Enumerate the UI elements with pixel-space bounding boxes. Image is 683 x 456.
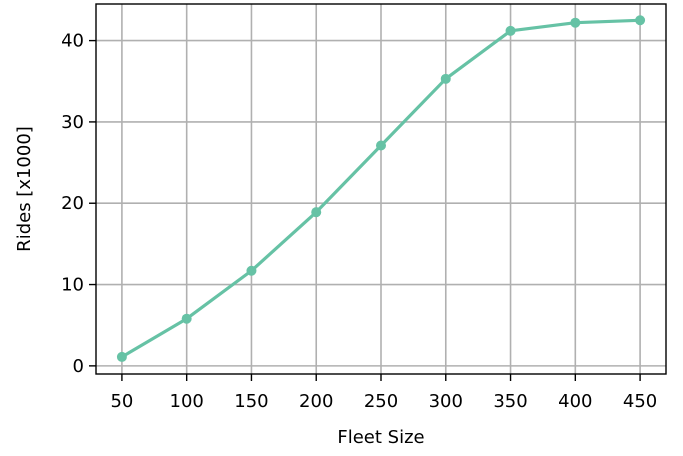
data-point <box>505 25 516 36</box>
y-axis-label: Rides [x1000] <box>14 126 35 252</box>
x-tick-label: 300 <box>429 391 463 412</box>
series-layer <box>116 15 646 362</box>
y-tick-label: 0 <box>73 356 84 377</box>
x-tick-label: 200 <box>299 391 333 412</box>
x-tick-label: 150 <box>234 391 268 412</box>
x-axis-label: Fleet Size <box>337 427 424 448</box>
y-tick-label: 10 <box>61 275 84 296</box>
data-point <box>440 73 451 84</box>
y-tick-label: 40 <box>61 31 84 52</box>
data-point <box>246 265 257 276</box>
x-tick-label: 350 <box>493 391 527 412</box>
y-tick-label: 20 <box>61 193 84 214</box>
data-point <box>570 17 581 28</box>
data-point <box>181 313 192 324</box>
data-point <box>116 351 127 362</box>
data-point <box>311 207 322 218</box>
data-point <box>376 140 386 151</box>
x-tick-label: 100 <box>170 391 204 412</box>
grid <box>96 4 666 374</box>
ticks: 50 100 150 200 250 300 350 400 450 0 10 20 30 40 <box>61 31 657 412</box>
data-point <box>635 15 646 26</box>
x-tick-label: 400 <box>558 391 592 412</box>
x-tick-label: 50 <box>110 391 133 412</box>
x-tick-label: 450 <box>623 391 657 412</box>
x-tick-label: 250 <box>364 391 398 412</box>
y-tick-label: 30 <box>61 112 84 133</box>
